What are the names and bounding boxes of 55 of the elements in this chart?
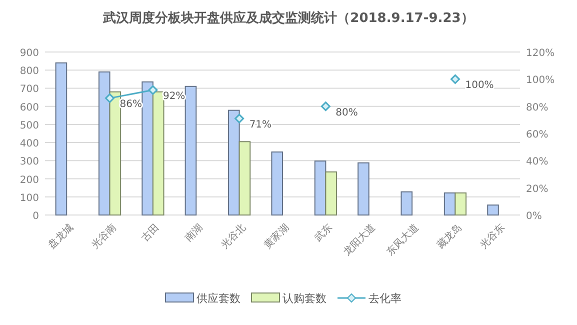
y-tick-label: 0 <box>32 211 39 222</box>
bar <box>109 91 122 216</box>
bar <box>271 151 283 216</box>
x-tick-label: 盘龙城 <box>46 221 76 252</box>
bar <box>325 171 337 216</box>
bar <box>238 141 251 216</box>
data-label: 80% <box>336 107 358 118</box>
x-tick-label: 龙阳大道 <box>341 221 378 258</box>
bar <box>98 71 110 216</box>
y2-tick-label: 100% <box>526 75 555 86</box>
point <box>148 85 158 95</box>
x-tick-label: 武东 <box>312 221 335 244</box>
bar <box>55 62 68 216</box>
y-tick-label: 200 <box>20 174 39 186</box>
x-tick-label: 光谷北 <box>218 221 248 252</box>
bar <box>314 160 326 216</box>
y-tick-label: 300 <box>20 156 39 168</box>
y2-tick-label: 120% <box>526 48 555 59</box>
y2-tick-label: 0% <box>526 211 542 222</box>
bar <box>400 191 413 216</box>
point <box>234 114 244 124</box>
x-tick-label: 南湖 <box>182 221 206 244</box>
bar <box>228 110 240 216</box>
point <box>320 102 330 112</box>
y2-tick-label: 40% <box>526 156 548 168</box>
data-label: 71% <box>249 120 272 131</box>
y-tick-label: 100 <box>20 192 39 204</box>
bar <box>152 91 164 216</box>
bar <box>487 204 499 216</box>
legend-label: 去化率 <box>368 292 402 305</box>
y-tick-label: 500 <box>20 120 39 132</box>
point <box>105 93 115 103</box>
y-tick-label: 700 <box>20 84 39 96</box>
y-tick-label: 400 <box>20 138 39 150</box>
y-tick-label: 800 <box>20 66 39 78</box>
point <box>450 74 460 84</box>
legend-label: 认购套数 <box>282 292 326 305</box>
bar <box>358 162 370 216</box>
y-tick-label: 900 <box>20 48 39 59</box>
chart-title: 武汉周度分板块开盘供应及成交监测统计（2018.9.17-9.23） <box>102 10 474 26</box>
y-tick-label: 600 <box>20 102 39 114</box>
x-tick-label: 光谷东 <box>478 221 508 252</box>
bar <box>454 192 467 216</box>
y2-tick-label: 80% <box>526 102 548 114</box>
x-tick-label: 古田 <box>139 221 162 244</box>
bar <box>184 86 197 216</box>
x-tick-label: 光谷南 <box>89 221 119 252</box>
data-label: 100% <box>465 80 494 92</box>
legend-label: 供应套数 <box>196 292 240 305</box>
bar <box>142 81 154 216</box>
y2-tick-label: 20% <box>526 184 548 195</box>
x-tick-label: 藏龙岛 <box>434 221 464 252</box>
x-tick-label: 东风大道 <box>384 221 421 258</box>
y2-tick-label: 60% <box>526 130 548 140</box>
x-tick-label: 黄家湖 <box>262 221 292 252</box>
